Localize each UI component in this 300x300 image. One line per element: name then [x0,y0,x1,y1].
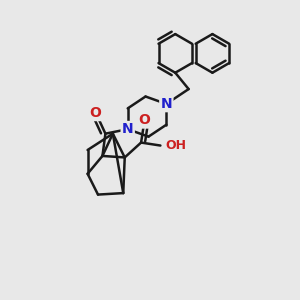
Text: OH: OH [166,139,187,152]
Text: N: N [122,122,134,136]
Text: O: O [89,106,101,120]
Text: N: N [160,97,172,111]
Text: O: O [138,113,150,127]
